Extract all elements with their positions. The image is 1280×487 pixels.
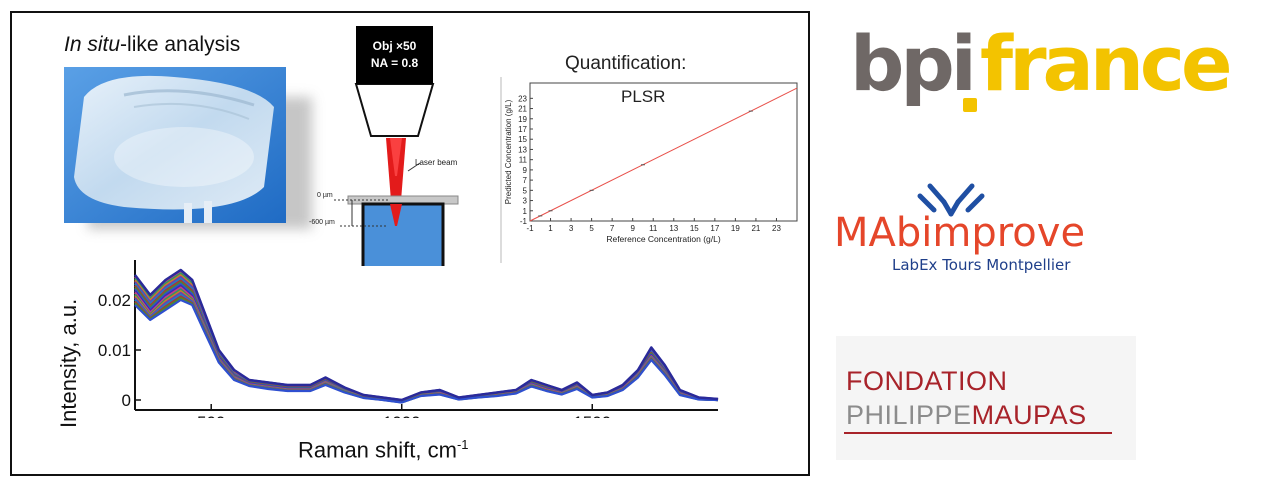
- plsr-x-tick-label: 21: [751, 224, 760, 233]
- plsr-y-axis-label: Predicted Concentration (g/L): [504, 99, 513, 204]
- objective-cone: [354, 83, 435, 137]
- plsr-x-tick-label: 11: [649, 224, 658, 233]
- spectrum-x-axis-label: Raman shift, cm-1: [298, 437, 469, 463]
- bpi-logo-text: bpi: [850, 20, 973, 108]
- plsr-x-tick-label: 19: [731, 224, 740, 233]
- plsr-x-tick-label: 17: [710, 224, 719, 233]
- plsr-y-tick-label: 11: [519, 156, 528, 165]
- sample-vial: [361, 202, 445, 266]
- objective-magnification: Obj ×50: [372, 39, 417, 53]
- spectrum-series-line: [134, 268, 719, 402]
- plsr-x-axis-label: Reference Concentration (g/L): [606, 234, 721, 244]
- spectrum-series-line: [134, 293, 719, 404]
- spectrum-x-tick-label: 500: [197, 413, 225, 418]
- spectrum-series-line: [134, 288, 719, 403]
- plsr-x-tick-label: 13: [669, 224, 678, 233]
- mabimprove-name: MAbimprove: [834, 210, 1085, 256]
- spectrum-x-tick-label: 1500: [573, 413, 611, 418]
- plsr-y-tick-label: 13: [518, 145, 527, 154]
- plsr-x-tick-label: 3: [569, 224, 574, 233]
- plsr-y-tick-label: 15: [518, 135, 527, 144]
- plsr-label: PLSR: [621, 87, 666, 106]
- iv-bag-photo: [64, 67, 286, 223]
- plsr-y-tick-label: -1: [520, 217, 528, 226]
- quantification-title: Quantification:: [565, 53, 687, 74]
- plsr-x-tick-label: 1: [548, 224, 553, 233]
- spectrum-series-line: [134, 295, 719, 404]
- plsr-y-tick-label: 21: [518, 105, 527, 114]
- figure-panel: In situ-like analysis: [10, 11, 810, 476]
- plsr-y-tick-label: 5: [523, 186, 528, 195]
- plsr-y-tick-label: 7: [523, 176, 528, 185]
- plsr-x-tick-label: 23: [772, 224, 781, 233]
- plsr-y-tick-label: 23: [518, 94, 527, 103]
- plsr-y-tick-label: 9: [523, 166, 528, 175]
- spectrum-series-line: [134, 298, 719, 404]
- plsr-x-tick-label: -1: [526, 224, 534, 233]
- depth-bottom-label: -600 µm: [309, 219, 335, 226]
- fondation-rule: [844, 432, 1112, 434]
- plsr-fit-line: [529, 87, 798, 222]
- spectrum-y-tick-label: 0: [122, 391, 131, 410]
- spectrum-y-tick-label: 0.01: [98, 341, 131, 360]
- plsr-x-tick-label: 15: [690, 224, 699, 233]
- mabimprove-logo: MAbimprove LabEx Tours Montpellier: [826, 180, 1136, 290]
- plsr-axes-box: [529, 82, 798, 222]
- mabimprove-subtitle: LabEx Tours Montpellier: [892, 256, 1071, 274]
- objective-na: NA = 0.8: [370, 56, 419, 70]
- spectrum-series-line: [134, 297, 719, 404]
- spectrum-x-tick-label: 1000: [383, 413, 421, 418]
- plsr-panel-edge: [500, 77, 502, 263]
- plsr-y-tick-label: 19: [518, 115, 527, 124]
- fondation-line2: PHILIPPEMAUPAS: [846, 400, 1087, 430]
- bpifrance-logo: bpi france: [850, 20, 1233, 112]
- plsr-y-tick-label: 17: [518, 125, 527, 134]
- plsr-chart: -1 1 3 5 7 9 11 13 15 17 19 21 23-113579111315171921…: [500, 77, 798, 263]
- fondation-philippe-maupas-logo: FONDATION PHILIPPEMAUPAS: [836, 336, 1136, 460]
- plsr-y-tick-label: 3: [523, 197, 528, 206]
- objective-box: Obj ×50 NA = 0.8: [356, 26, 433, 84]
- raman-spectrum-chart: 500 1000 1500 0 0.01 0.02: [98, 260, 719, 418]
- spectrum-series-line: [134, 291, 719, 404]
- plsr-x-tick-label: 9: [630, 224, 635, 233]
- spectrum-series-line: [134, 290, 719, 404]
- plsr-x-tick-label: 5: [589, 224, 594, 233]
- plsr-y-tick-label: 1: [523, 207, 528, 216]
- spectrum-y-axis-label: Intensity, a.u.: [56, 298, 81, 428]
- fondation-line1: FONDATION: [846, 366, 1008, 396]
- laser-beam-label: Laser beam: [415, 158, 458, 167]
- depth-top-label: 0 µm: [317, 192, 333, 199]
- spectrum-y-tick-label: 0.02: [98, 291, 131, 310]
- raman-setup-diagram: [334, 83, 459, 266]
- laser-beam-shape: [386, 138, 406, 226]
- france-logo-text: france: [980, 20, 1229, 108]
- bpi-dot-shape: [963, 98, 977, 112]
- plsr-x-tick-label: 7: [610, 224, 615, 233]
- antibody-icon: [917, 183, 985, 217]
- insitu-title: In situ-like analysis: [64, 33, 241, 56]
